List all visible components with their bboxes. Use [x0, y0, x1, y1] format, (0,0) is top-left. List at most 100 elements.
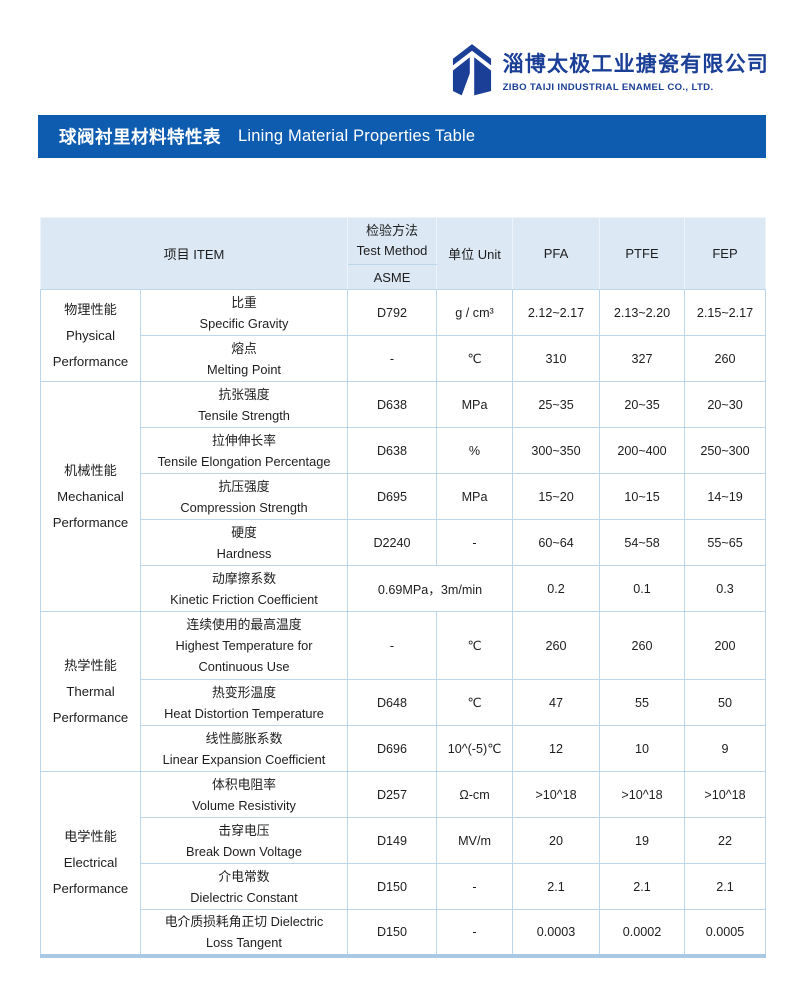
- item-cell: 连续使用的最高温度 Highest Temperature for Continuo…: [139, 611, 349, 680]
- table-row: 拉伸伸长率 Tensile Elongation Percentage D638% 3…: [41, 427, 767, 474]
- table-row: 抗压强度 Compression Strength D695 MPa 15~20 10~1…: [41, 473, 767, 520]
- header-row: 项目 ITEM 检验方法 Test Method 单位 Unit PFA PTF…: [39, 217, 767, 290]
- header-material-ptfe: PTFE: [599, 217, 686, 290]
- unit-cell: 10^(-5)℃: [436, 725, 514, 772]
- header-test-method-cn: 检验方法: [366, 223, 419, 238]
- method-cell: D695: [347, 473, 438, 520]
- value-cell-fep: 9: [684, 725, 767, 772]
- header-test-method: 检验方法 Test Method: [347, 217, 438, 265]
- unit-cell: -: [436, 519, 514, 566]
- value-cell-pfa: 300~350: [512, 427, 601, 474]
- method-cell: D257: [347, 771, 438, 818]
- item-cell: 抗压强度 Compression Strength: [139, 473, 349, 520]
- table-row: 电介质损耗角正切 Dielectric Loss Tangent D150- 0.00…: [41, 909, 767, 956]
- item-cell: 介电常数 Dielectric Constant: [139, 863, 349, 910]
- value-cell-ptfe: 10~15: [599, 473, 686, 520]
- value-cell-fep: 22: [684, 817, 767, 864]
- item-cell: 电介质损耗角正切 Dielectric Loss Tangent: [139, 909, 349, 956]
- item-cell: 线性膨胀系数 Linear Expansion Coefficient: [139, 725, 349, 772]
- item-cell: 抗张强度 Tensile Strength: [139, 381, 349, 428]
- method-cell: D638: [347, 381, 438, 428]
- method-cell: -: [347, 335, 438, 382]
- value-cell-fep: 250~300: [684, 427, 767, 474]
- unit-cell: g / cm³: [436, 289, 514, 336]
- value-cell-ptfe: 0.1: [599, 565, 686, 612]
- value-cell-ptfe: 260: [599, 611, 686, 680]
- table-row: 击穿电压 Break Down Voltage D149 MV/m 20 19 22: [41, 817, 767, 864]
- table-row: 线性膨胀系数 Linear Expansion Coefficient D696 10…: [41, 725, 767, 772]
- value-cell-ptfe: 54~58: [599, 519, 686, 566]
- method-cell: D648: [347, 679, 438, 726]
- value-cell-pfa: 0.2: [512, 565, 601, 612]
- method-cell: D792: [347, 289, 438, 336]
- table-row: 介电常数 Dielectric Constant D150-2.1 2.1 2.1: [41, 863, 767, 910]
- value-cell-pfa: 12: [512, 725, 601, 772]
- value-cell-pfa: 2.1: [512, 863, 601, 910]
- value-cell-fep: 2.15~2.17: [684, 289, 767, 336]
- value-cell-ptfe: 2.13~2.20: [599, 289, 686, 336]
- unit-cell: ℃: [436, 679, 514, 726]
- section-title-banner: 球阀衬里材料特性表 Lining Material Properties Tab…: [38, 115, 766, 158]
- value-cell-fep: 0.3: [684, 565, 767, 612]
- unit-cell: ℃: [436, 335, 514, 382]
- method-cell: -: [347, 611, 438, 680]
- unit-cell: -: [436, 863, 514, 910]
- properties-table-head: 项目 ITEM 检验方法 Test Method 单位 Unit PFA PTF…: [39, 217, 767, 290]
- unit-cell: MPa: [436, 381, 514, 428]
- company-name-cn: 淄博太极工业搪瓷有限公司: [502, 53, 769, 76]
- item-cell: 击穿电压 Break Down Voltage: [139, 817, 349, 864]
- unit-cell: Ω-cm: [436, 771, 514, 818]
- table-row: 热学性能 Thermal Performance 连续使用的最高温度 Highest T…: [40, 611, 767, 772]
- value-cell-fep: 0.0005: [684, 909, 767, 956]
- unit-cell: %: [436, 427, 514, 474]
- company-logo: 淄博太极工业搪瓷有限公司 ZIBO TAIJI INDUSTRIAL ENAME…: [450, 44, 769, 97]
- value-cell-fep: 14~19: [684, 473, 767, 520]
- value-cell-pfa: 60~64: [512, 519, 601, 566]
- header-unit: 单位 Unit: [436, 217, 514, 290]
- value-cell-fep: 260: [684, 335, 767, 382]
- item-cell: 体积电阻率 Volume Resistivity: [139, 771, 349, 818]
- method-cell: D150: [347, 863, 438, 910]
- method-cell: D149: [347, 817, 438, 864]
- unit-cell: -: [436, 909, 514, 956]
- table-row: 硬度 Hardness D2240-60~64 54~58 55~65: [41, 519, 767, 566]
- company-name-en: ZIBO TAIJI INDUSTRIAL ENAMEL CO., LTD.: [502, 82, 714, 93]
- item-cell: 热变形温度 Heat Distortion Temperature: [139, 679, 349, 726]
- value-cell-ptfe: 0.0002: [599, 909, 686, 956]
- value-cell-fep: >10^18: [684, 771, 767, 818]
- value-cell-pfa: 260: [512, 611, 601, 680]
- value-cell-pfa: 2.12~2.17: [512, 289, 601, 336]
- value-cell-ptfe: 200~400: [599, 427, 686, 474]
- item-cell: 熔点 Melting Point: [139, 335, 349, 382]
- value-cell-pfa: 15~20: [512, 473, 601, 520]
- table-row: 物理性能 Physical Performance 比重 Specific Gravit…: [40, 289, 767, 382]
- method-cell: D150: [347, 909, 438, 956]
- header-item: 项目 ITEM: [39, 217, 349, 290]
- item-cell: 比重 Specific Gravity: [139, 289, 349, 336]
- header-material-pfa: PFA: [512, 217, 601, 290]
- section-title-cn: 球阀衬里材料特性表: [59, 127, 221, 147]
- value-cell-ptfe: 20~35: [599, 381, 686, 428]
- value-cell-ptfe: 55: [599, 679, 686, 726]
- value-cell-ptfe: 327: [599, 335, 686, 382]
- properties-table: 项目 ITEM 检验方法 Test Method 单位 Unit PFA PTF…: [39, 217, 767, 958]
- value-cell-ptfe: >10^18: [599, 771, 686, 818]
- header-material-fep: FEP: [684, 217, 767, 290]
- properties-table-body: 物理性能 Physical Performance 比重 Specific Gravit…: [40, 289, 767, 956]
- value-cell-pfa: >10^18: [512, 771, 601, 818]
- table-row: 热变形温度 Heat Distortion Temperature D648 ℃ 47 5…: [41, 679, 767, 726]
- unit-cell: MPa: [436, 473, 514, 520]
- method-cell: D638: [347, 427, 438, 474]
- unit-cell: ℃: [436, 611, 514, 680]
- category-cell: 物理性能 Physical Performance: [40, 289, 141, 382]
- category-cell: 热学性能 Thermal Performance: [40, 611, 141, 772]
- value-cell-ptfe: 2.1: [599, 863, 686, 910]
- table-row: 动摩擦系数 Kinetic Friction Coefficient 0.69MPa…: [41, 565, 767, 612]
- category-cell: 电学性能 Electrical Performance: [40, 771, 141, 956]
- company-name-block: 淄博太极工业搪瓷有限公司 ZIBO TAIJI INDUSTRIAL ENAME…: [503, 48, 769, 93]
- value-cell-fep: 2.1: [684, 863, 767, 910]
- item-cell: 动摩擦系数 Kinetic Friction Coefficient: [139, 565, 349, 612]
- value-cell-pfa: 310: [512, 335, 601, 382]
- table-row: 机械性能 Mechanical Performance 抗张强度 Tensile Str…: [40, 381, 767, 612]
- header-standard: ASME: [347, 264, 438, 290]
